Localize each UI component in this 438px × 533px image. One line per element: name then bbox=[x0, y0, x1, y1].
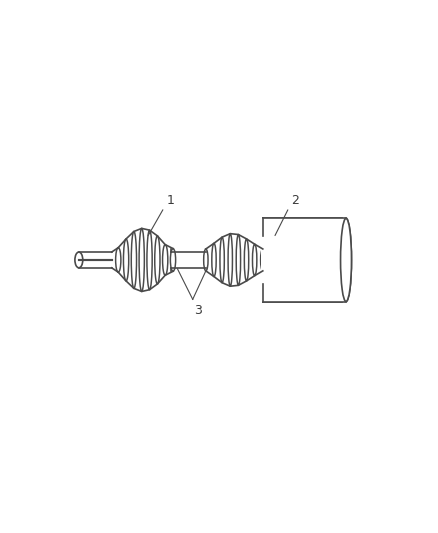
Ellipse shape bbox=[341, 219, 352, 302]
Text: 1: 1 bbox=[166, 195, 174, 207]
Ellipse shape bbox=[341, 219, 352, 302]
Text: 2: 2 bbox=[291, 195, 299, 207]
Text: 3: 3 bbox=[194, 304, 202, 317]
Ellipse shape bbox=[75, 252, 83, 268]
Bar bbox=[261, 219, 346, 302]
